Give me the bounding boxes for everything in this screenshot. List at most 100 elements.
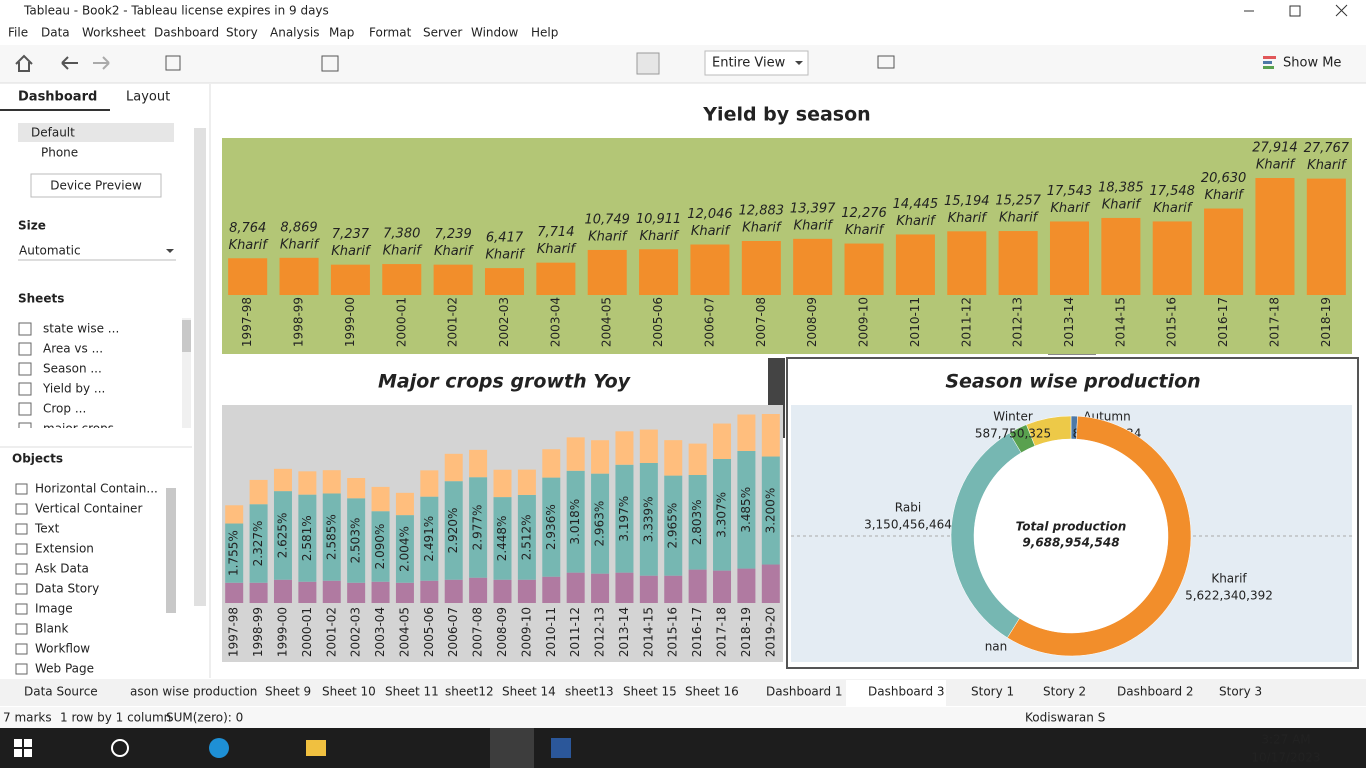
sheet-tab[interactable]: Dashboard 3 bbox=[868, 685, 945, 699]
sheet-tab[interactable]: Dashboard 1 bbox=[766, 685, 843, 699]
data-label: 2.090% bbox=[373, 524, 387, 570]
bar-segment bbox=[591, 473, 610, 574]
sheet-item[interactable]: Area vs ... bbox=[43, 342, 103, 356]
device-option[interactable]: Default bbox=[31, 126, 75, 140]
menu-item[interactable]: Server bbox=[423, 26, 462, 40]
sheet-tab[interactable]: Dashboard 2 bbox=[1117, 685, 1194, 699]
object-item[interactable]: Ask Data bbox=[35, 562, 89, 576]
sheet-item[interactable]: Crop ... bbox=[43, 402, 86, 416]
new-sheet-icon[interactable] bbox=[321, 55, 339, 72]
object-item[interactable]: Text bbox=[34, 522, 60, 536]
sheet-tab[interactable]: Sheet 10 bbox=[322, 685, 376, 699]
x-tick-label: 2011-12 bbox=[959, 297, 973, 347]
text-tool[interactable] bbox=[636, 52, 660, 75]
device-preview-button[interactable] bbox=[30, 173, 162, 198]
sheet-tab[interactable]: Sheet 9 bbox=[265, 685, 311, 699]
close[interactable] bbox=[1335, 4, 1348, 17]
menu-item[interactable]: File bbox=[8, 26, 28, 40]
bar bbox=[895, 234, 935, 295]
sheet-tab[interactable]: sheet12 bbox=[445, 685, 494, 699]
sheet-item[interactable]: Season ... bbox=[43, 362, 102, 376]
sheet-tab[interactable]: Story 2 bbox=[1043, 685, 1086, 699]
presentation-icon[interactable] bbox=[877, 55, 895, 69]
menu-item[interactable]: Map bbox=[329, 26, 354, 40]
sheet-tab[interactable]: Sheet 15 bbox=[623, 685, 677, 699]
word-icon[interactable] bbox=[551, 738, 571, 758]
device-option[interactable]: Phone bbox=[41, 146, 78, 160]
bar-segment bbox=[517, 494, 536, 580]
scroll-thumb[interactable] bbox=[182, 320, 191, 352]
start-icon[interactable] bbox=[14, 739, 22, 747]
undo-icon[interactable] bbox=[61, 56, 78, 70]
slice-label: Rabi bbox=[895, 501, 921, 515]
menu-item[interactable]: Story bbox=[226, 26, 258, 40]
size-value[interactable]: Automatic bbox=[19, 244, 81, 258]
bar-segment bbox=[542, 449, 561, 478]
sheet-list: state wise ... Area vs ... Season ... Yield… bbox=[18, 322, 119, 436]
sheet-tab[interactable]: Sheet 16 bbox=[685, 685, 739, 699]
sheet-item[interactable]: major crops bbox=[43, 422, 114, 436]
sheet-tab[interactable]: Story 1 bbox=[971, 685, 1014, 699]
menu-item[interactable]: Help bbox=[531, 26, 558, 40]
sheet-tab[interactable]: sheet13 bbox=[565, 685, 614, 699]
data-label: 18,385 bbox=[1098, 180, 1144, 195]
cortana-icon[interactable] bbox=[111, 739, 129, 757]
home-icon[interactable] bbox=[15, 54, 33, 72]
scroll-thumb[interactable] bbox=[166, 488, 176, 613]
sheet-tab[interactable]: Data Source bbox=[24, 685, 98, 699]
menu-item[interactable]: Dashboard bbox=[154, 26, 219, 40]
selected-container[interactable] bbox=[786, 357, 1359, 669]
menu-item[interactable]: Format bbox=[369, 26, 412, 40]
restore[interactable] bbox=[1289, 5, 1301, 17]
object-item[interactable]: Blank bbox=[35, 622, 69, 636]
object-item[interactable]: Extension bbox=[35, 542, 94, 556]
sheet-item[interactable]: Yield by ... bbox=[42, 382, 105, 396]
sheet-tab[interactable]: ason wise production bbox=[130, 685, 257, 699]
object-icon bbox=[15, 643, 28, 655]
sheet-tab[interactable]: Story 3 bbox=[1219, 685, 1262, 699]
object-item[interactable]: Horizontal Contain... bbox=[35, 482, 158, 496]
bar bbox=[279, 257, 319, 295]
x-tick-label: 2017-18 bbox=[715, 607, 729, 657]
show-me[interactable]: Show Me bbox=[1283, 56, 1341, 71]
x-tick-label: 2013-14 bbox=[617, 607, 631, 657]
menu-item[interactable]: Analysis bbox=[270, 26, 319, 40]
sheet-tab[interactable]: Sheet 11 bbox=[385, 685, 439, 699]
object-item[interactable]: Vertical Container bbox=[35, 502, 142, 516]
bar-segment bbox=[395, 515, 414, 583]
panel-tab[interactable]: Layout bbox=[126, 90, 170, 105]
sheet-tab[interactable]: Sheet 14 bbox=[502, 685, 556, 699]
bar-segment bbox=[688, 474, 707, 570]
object-item[interactable]: Workflow bbox=[35, 642, 90, 656]
view-mode[interactable]: Entire View bbox=[712, 56, 786, 71]
bar-segment bbox=[225, 582, 244, 603]
panel-tab[interactable]: Dashboard bbox=[18, 90, 97, 105]
save-icon[interactable] bbox=[165, 55, 181, 71]
object-item[interactable]: Web Page bbox=[35, 662, 94, 676]
x-tick-label: 2004-05 bbox=[397, 607, 411, 657]
view-dropdown[interactable] bbox=[704, 50, 809, 76]
bar-segment bbox=[225, 523, 244, 583]
slice-label: Kharif bbox=[1211, 572, 1247, 586]
data-label: 1.755% bbox=[227, 530, 241, 576]
sheet-icon bbox=[18, 362, 32, 376]
object-item[interactable]: Data Story bbox=[35, 582, 99, 596]
bar-segment bbox=[615, 572, 634, 603]
dropdown-arrow[interactable] bbox=[166, 249, 174, 253]
show-me-icon[interactable] bbox=[1263, 56, 1276, 59]
explorer-icon[interactable] bbox=[306, 740, 326, 756]
x-tick-label: 1997-98 bbox=[227, 607, 241, 657]
status-text: 1 row by 1 column bbox=[60, 711, 171, 725]
menu-item[interactable]: Window bbox=[471, 26, 519, 40]
active-app[interactable] bbox=[490, 728, 534, 768]
data-label: Kharif bbox=[1050, 201, 1091, 216]
bar-segment bbox=[639, 462, 658, 576]
object-item[interactable]: Image bbox=[35, 602, 73, 616]
edge-icon[interactable] bbox=[209, 738, 229, 758]
menu-item[interactable]: Worksheet bbox=[82, 26, 146, 40]
bar bbox=[639, 249, 679, 295]
data-label: 12,276 bbox=[841, 206, 887, 221]
scrollbar bbox=[182, 318, 191, 428]
menu-item[interactable]: Data bbox=[41, 26, 70, 40]
sheet-item[interactable]: state wise ... bbox=[43, 322, 119, 336]
